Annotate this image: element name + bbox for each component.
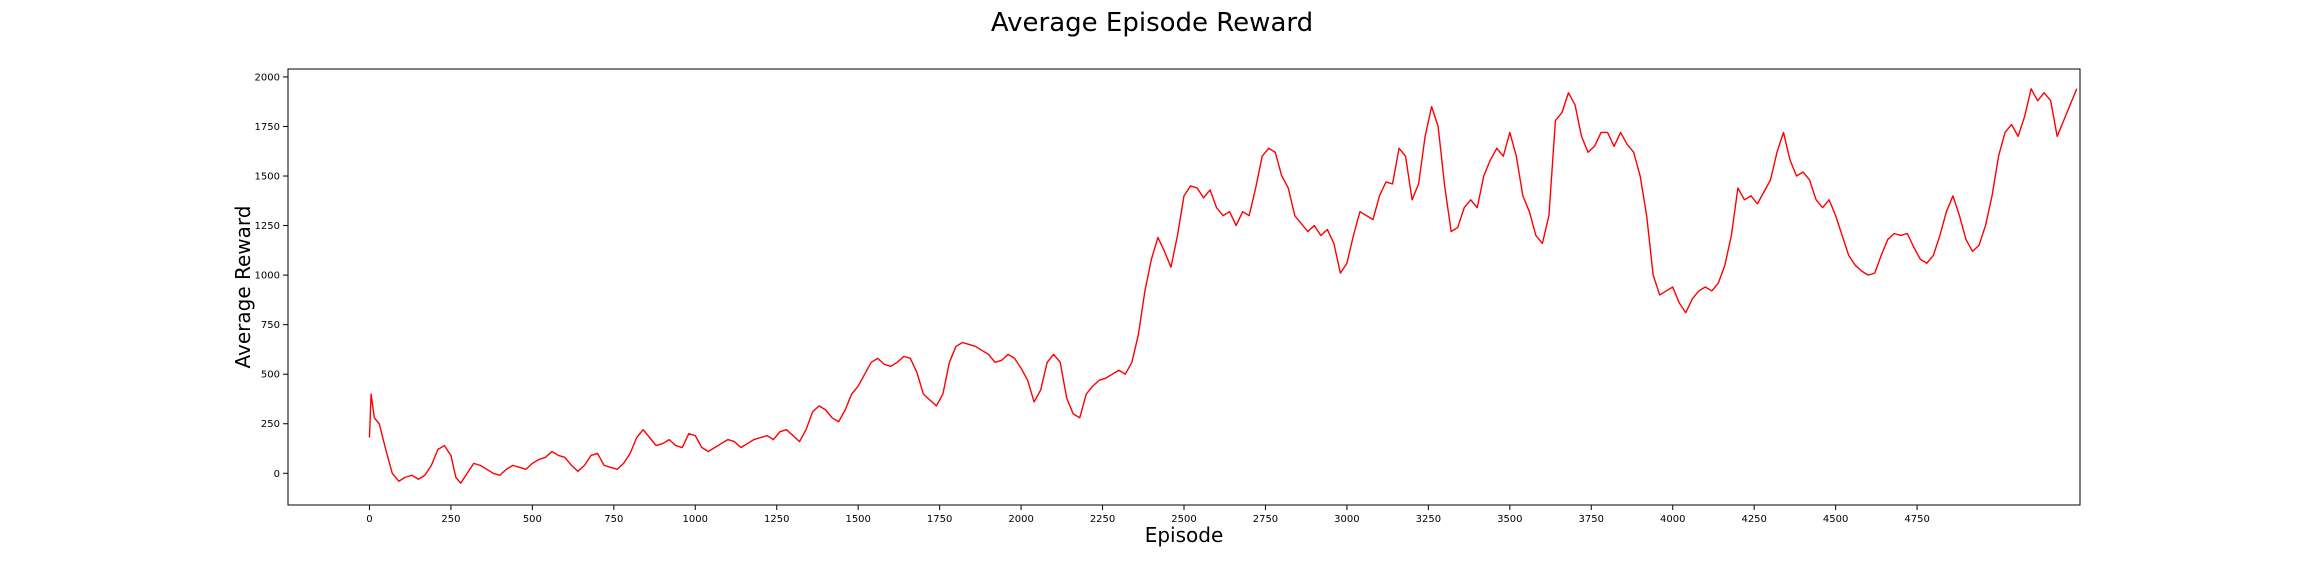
- x-tick-label: 3250: [1416, 514, 1441, 525]
- y-tick-label: 0: [274, 469, 280, 480]
- x-tick-label: 4500: [1823, 514, 1848, 525]
- x-tick-label: 3750: [1579, 514, 1604, 525]
- y-tick-label: 500: [261, 370, 280, 381]
- y-axis-label: Average Reward: [231, 206, 255, 369]
- series-layer: [368, 88, 2078, 484]
- y-tick-label: 2000: [255, 72, 280, 83]
- y-tick-label: 750: [261, 320, 280, 331]
- x-tick-label: 0: [366, 514, 372, 525]
- x-axis: 0 250 500 750 1000 1250 1500 1750 2000 2250 2500 27…: [366, 505, 1930, 525]
- x-tick-label: 3500: [1497, 514, 1522, 525]
- x-tick-label: 4000: [1660, 514, 1685, 525]
- chart-title: Average Episode Reward: [991, 8, 1313, 38]
- y-tick-label: 1000: [255, 271, 280, 282]
- y-tick-label: 1500: [255, 172, 280, 183]
- plot-area: [287, 68, 2081, 506]
- x-tick-label: 2000: [1008, 514, 1033, 525]
- y-tick-label: 1250: [255, 221, 280, 232]
- x-tick-label: 2750: [1253, 514, 1278, 525]
- x-tick-label: 250: [441, 514, 460, 525]
- x-tick-label: 500: [523, 514, 542, 525]
- x-tick-label: 2250: [1090, 514, 1115, 525]
- x-tick-label: 1000: [683, 514, 708, 525]
- y-tick-label: 250: [261, 419, 280, 430]
- x-tick-label: 1250: [764, 514, 789, 525]
- x-tick-label: 1750: [927, 514, 952, 525]
- x-tick-label: 1500: [845, 514, 870, 525]
- x-tick-label: 750: [604, 514, 623, 525]
- x-axis-label: Episode: [1145, 523, 1224, 547]
- y-axis: 0 250 500 750 1000 1250 1500 1750 2000: [255, 72, 288, 480]
- x-tick-label: 4250: [1741, 514, 1766, 525]
- x-tick-label: 4750: [1904, 514, 1929, 525]
- y-tick-label: 1750: [255, 122, 280, 133]
- x-tick-label: 2500: [1171, 514, 1196, 525]
- x-tick-label: 3000: [1334, 514, 1359, 525]
- series-line-0: [368, 88, 2078, 484]
